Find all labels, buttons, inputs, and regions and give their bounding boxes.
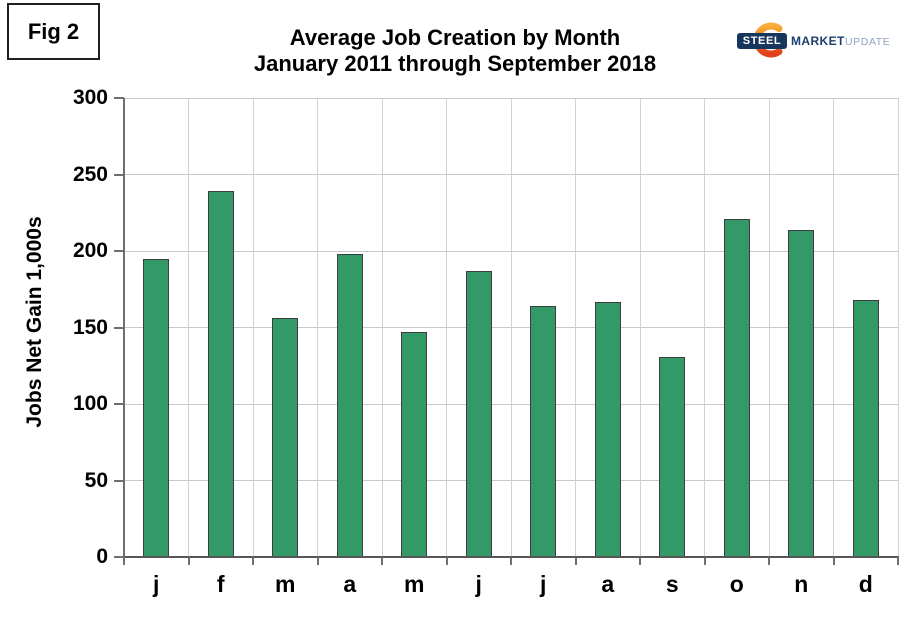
v-gridline-6 — [510, 98, 512, 557]
bar-4-a — [336, 254, 363, 557]
y-tick-label-150: 150 — [72, 315, 108, 339]
bar-2-f — [207, 191, 234, 557]
logo-update-text: UPDATE — [845, 35, 891, 48]
y-tick-100 — [114, 403, 124, 405]
v-gridline-8 — [639, 98, 641, 557]
x-axis-label-10-o: o — [729, 571, 744, 597]
bar-7-j — [530, 306, 557, 557]
x-tick-7 — [574, 557, 577, 565]
x-tick-12 — [897, 557, 899, 565]
plot-area: 0 50 100 150 200 250 300 j f m a m j j a s o n d — [73, 87, 899, 597]
x-axis-label-5-m: m — [404, 571, 425, 597]
bar-5-m — [401, 332, 428, 557]
x-axis-label-2-f: f — [216, 571, 225, 597]
x-tick-11 — [832, 557, 835, 565]
y-tick-label-250: 250 — [72, 162, 108, 186]
x-axis-label-4-a: a — [343, 571, 357, 597]
y-tick-150 — [114, 326, 124, 329]
y-tick-300 — [114, 97, 124, 99]
steel-market-update-logo: STEEL MARKET UPDATE — [733, 17, 898, 65]
y-axis-title: Jobs Net Gain 1,000s — [23, 216, 46, 428]
bar-10-o — [723, 218, 750, 557]
x-tick-0 — [123, 557, 125, 565]
x-axis-label-7-j: j — [540, 571, 547, 597]
chart-title: Average Job Creation by Month January 20… — [0, 25, 910, 77]
x-axis-label-1-j: j — [153, 571, 160, 597]
chart-title-line1: Average Job Creation by Month — [289, 25, 621, 50]
x-axis-label-12-d: d — [858, 571, 873, 597]
v-gridline-3 — [317, 98, 318, 557]
x-axis-label-6-j: j — [475, 571, 482, 597]
x-tick-6 — [510, 557, 512, 565]
y-tick-50 — [114, 479, 124, 482]
y-axis-line — [123, 98, 125, 557]
v-gridline-12 — [897, 98, 899, 557]
v-gridline-11 — [833, 98, 834, 557]
v-gridline-5 — [446, 98, 447, 557]
x-axis-label-11-n: n — [794, 571, 809, 597]
y-tick-label-300: 300 — [72, 86, 108, 109]
y-tick-200 — [114, 250, 124, 252]
v-gridline-9 — [704, 98, 705, 557]
x-tick-1 — [187, 557, 190, 565]
y-tick-250 — [114, 173, 124, 176]
logo-steel-badge: STEEL — [737, 33, 787, 49]
figure-label: Fig 2 — [27, 18, 80, 44]
x-tick-10 — [768, 557, 770, 565]
figure-label-box: Fig 2 — [7, 3, 100, 60]
bar-12-d — [852, 299, 879, 557]
x-tick-2 — [252, 557, 254, 565]
v-gridline-1 — [188, 98, 189, 557]
v-gridline-2 — [252, 98, 254, 557]
y-tick-0 — [114, 556, 124, 558]
bar-6-j — [465, 270, 492, 557]
y-tick-label-0: 0 — [96, 545, 108, 568]
x-tick-5 — [445, 557, 448, 565]
v-gridline-7 — [575, 98, 576, 557]
y-tick-label-200: 200 — [72, 239, 108, 262]
bar-1-j — [143, 258, 170, 557]
y-tick-label-100: 100 — [72, 392, 108, 415]
bar-11-n — [788, 229, 815, 557]
x-axis-label-9-s: s — [665, 571, 679, 597]
x-axis-label-3-m: m — [275, 571, 296, 597]
bar-3-m — [272, 318, 299, 557]
x-tick-8 — [639, 557, 641, 565]
x-tick-4 — [381, 557, 383, 565]
chart-title-line2: January 2011 through September 2018 — [253, 51, 657, 76]
bar-8-a — [594, 301, 621, 557]
logo-market-text: MARKET — [791, 34, 845, 48]
v-gridline-10 — [768, 98, 770, 557]
y-tick-label-50: 50 — [84, 468, 108, 492]
x-tick-3 — [316, 557, 319, 565]
bar-9-s — [659, 356, 686, 557]
x-axis-label-8-a: a — [601, 571, 615, 597]
v-gridline-4 — [381, 98, 383, 557]
x-tick-9 — [703, 557, 706, 565]
